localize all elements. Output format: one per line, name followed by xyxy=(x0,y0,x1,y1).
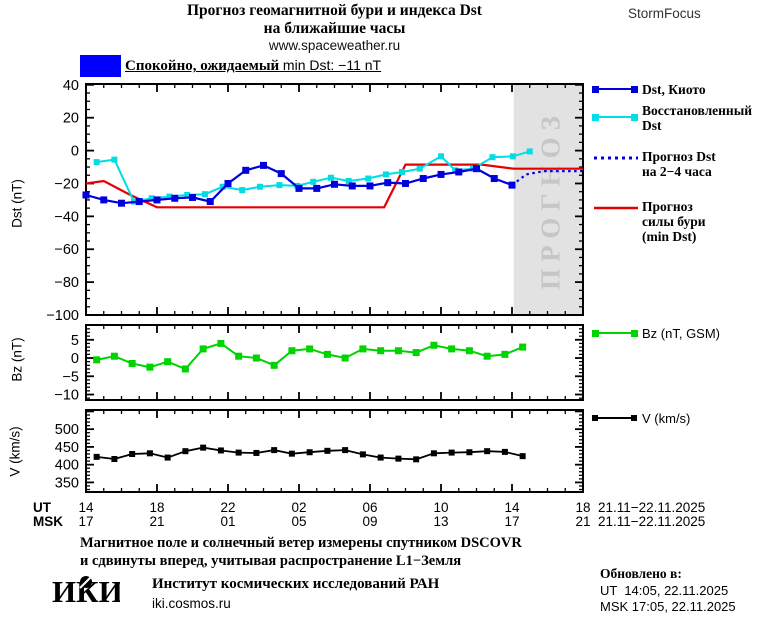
dst-forecast-legend-marker xyxy=(594,156,638,160)
updated-msk: MSK 17:05, 22.11.2025 xyxy=(600,599,736,614)
svg-text:400: 400 xyxy=(55,458,79,474)
msk-axis-row: MSK 21.11−22.11.2025 17 21 01 05 09 13 17 21 xyxy=(0,514,760,529)
iki-logo: ИКИ xyxy=(52,574,120,609)
dst-restored-legend-marker xyxy=(592,114,638,121)
ut-axis-label: UT xyxy=(33,500,51,515)
msk-hour-label: 01 xyxy=(220,514,236,529)
ut-hour-label: 14 xyxy=(78,500,94,515)
brand-label: StormFocus xyxy=(628,6,701,21)
legend-storm-forecast: Прогноз силы бури (min Dst) xyxy=(642,199,706,244)
msk-axis-label: MSK xyxy=(33,514,63,529)
legend-dst-kyoto: Dst, Киото xyxy=(642,82,706,97)
svg-text:−60: −60 xyxy=(54,242,79,258)
status-text-en: min Dst: −11 nT xyxy=(282,57,382,73)
legend-bz: Bz (nT, GSM) xyxy=(642,326,721,341)
msk-hour-label: 21 xyxy=(575,514,591,529)
ut-hour-label: 18 xyxy=(575,500,591,515)
page-title: Прогноз геомагнитной бури и индекса Dst xyxy=(187,2,482,19)
ut-axis-row: UT 21.11−22.11.2025 14 18 22 02 06 10 14 18 xyxy=(0,500,760,515)
ut-hour-label: 06 xyxy=(362,500,378,515)
updated-label: Обновлено в: xyxy=(600,566,682,581)
svg-text:−100: −100 xyxy=(46,308,79,320)
msk-hour-label: 09 xyxy=(362,514,378,529)
dst-chart: ПРОГНОЗ 40 20 0 −20 −40 −60 −80 −100 xyxy=(46,80,584,320)
msk-hour-label: 05 xyxy=(291,514,307,529)
page-subtitle: на ближайшие часы xyxy=(263,20,406,37)
svg-text:350: 350 xyxy=(55,475,79,491)
ut-hour-label: 14 xyxy=(504,500,520,515)
storm-level-swatch xyxy=(80,55,121,77)
dst-axis-label: Dst (nT) xyxy=(9,179,25,228)
legend-v: V (km/s) xyxy=(642,411,691,426)
v-axis-label: V (km/s) xyxy=(7,426,23,477)
institute-name: Институт космических исследований РАН xyxy=(152,576,440,592)
institute-site: iki.cosmos.ru xyxy=(152,596,231,611)
legend-dst-forecast: Прогноз Dst на 2−4 часа xyxy=(642,149,716,179)
svg-text:−20: −20 xyxy=(54,176,79,192)
svg-text:20: 20 xyxy=(63,111,79,127)
legend-dst-restored: Восстановленный Dst xyxy=(642,103,753,133)
ut-date-range: 21.11−22.11.2025 xyxy=(598,500,706,515)
svg-text:ПРОГНОЗ: ПРОГНОЗ xyxy=(535,109,565,290)
svg-text:40: 40 xyxy=(63,80,79,94)
msk-date-range: 21.11−22.11.2025 xyxy=(598,514,706,529)
status-text: Спокойно, ожидаемый min Dst: −11 nT xyxy=(125,57,381,75)
svg-text:−5: −5 xyxy=(62,369,79,385)
updated-ut: UT 14:05, 22.11.2025 xyxy=(600,583,729,598)
svg-text:−10: −10 xyxy=(54,388,79,404)
bz-axis-label: Bz (nT) xyxy=(9,337,25,382)
msk-hour-label: 17 xyxy=(504,514,520,529)
storm-forecast-legend-marker xyxy=(594,206,638,210)
bz-chart: 5 0 −5 −10 xyxy=(54,324,584,404)
ut-hour-label: 18 xyxy=(149,500,165,515)
svg-text:0: 0 xyxy=(71,351,79,367)
svg-text:450: 450 xyxy=(55,440,79,456)
title-block: Прогноз геомагнитной бури и индекса Dst … xyxy=(86,2,583,54)
svg-text:−40: −40 xyxy=(54,209,79,225)
status-text-ru: Спокойно, ожидаемый xyxy=(125,58,283,74)
svg-text:0: 0 xyxy=(71,144,79,160)
v-legend-marker xyxy=(592,415,637,421)
msk-hour-label: 13 xyxy=(433,514,449,529)
msk-hour-label: 21 xyxy=(149,514,165,529)
site-url: www.spaceweather.ru xyxy=(268,38,401,53)
dst-kyoto-legend-marker xyxy=(592,86,638,93)
ut-hour-label: 02 xyxy=(291,500,307,515)
svg-text:500: 500 xyxy=(55,422,79,438)
footer-note-line2: и сдвинуты вперед, учитывая распростране… xyxy=(80,553,462,569)
svg-text:−80: −80 xyxy=(54,275,79,291)
footer-note-line1: Магнитное поле и солнечный ветер измерен… xyxy=(80,535,522,551)
ut-hour-label: 22 xyxy=(220,500,236,515)
ut-hour-label: 10 xyxy=(433,500,449,515)
svg-text:5: 5 xyxy=(71,333,79,349)
msk-hour-label: 17 xyxy=(78,514,94,529)
bz-legend-marker xyxy=(592,330,638,337)
